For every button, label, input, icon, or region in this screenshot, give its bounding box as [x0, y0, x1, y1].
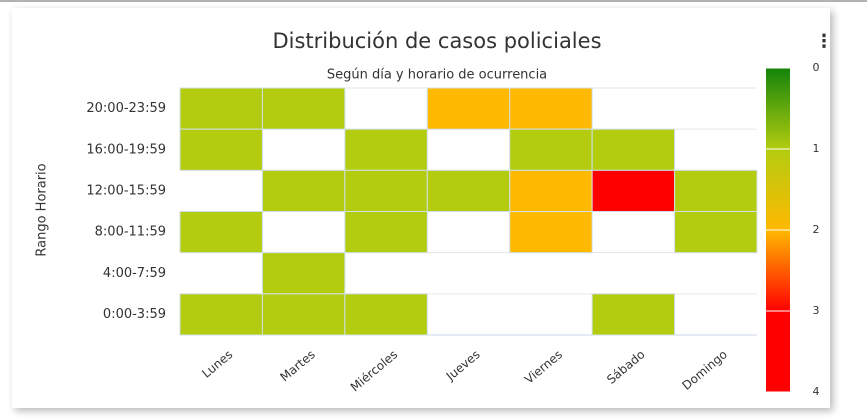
chart-subtitle: Según día y horario de ocurrencia [327, 68, 547, 83]
heat-cell [591, 169, 676, 212]
heat-cell [426, 87, 511, 130]
heat-cell [261, 169, 346, 212]
heat-cell [344, 293, 428, 336]
y-tick-label: 4:00-7:59 [103, 266, 166, 281]
legend-tick-label: 3 [813, 304, 820, 317]
heat-cell [509, 211, 593, 254]
heat-cell [344, 169, 428, 212]
menu-icon[interactable]: ⋮ [815, 31, 833, 52]
y-tick-label: 16:00-19:59 [86, 142, 166, 157]
heat-cell [179, 211, 263, 254]
y-tick-label: 8:00-11:59 [95, 225, 166, 240]
heat-cell [179, 128, 263, 171]
y-tick-label: 12:00-15:59 [86, 183, 166, 198]
heat-cell [509, 87, 593, 130]
heat-cell [179, 293, 263, 336]
chart-title: Distribución de casos policiales [272, 29, 601, 53]
heat-cell [426, 169, 511, 212]
heat-cell [261, 293, 346, 336]
y-axis-label: Rango Horario [35, 163, 50, 256]
legend-tick-label: 1 [813, 142, 820, 155]
heat-cell [261, 252, 346, 295]
heat-cell [261, 87, 346, 130]
y-tick-label: 20:00-23:59 [86, 101, 166, 116]
legend-tick-label: 2 [813, 223, 820, 236]
legend-tick-label: 4 [813, 385, 820, 398]
y-tick-label: 0:00-3:59 [103, 307, 166, 322]
heat-cell [591, 293, 676, 336]
heat-cell [344, 128, 428, 171]
heat-cell [509, 169, 593, 212]
heat-cell [179, 87, 263, 130]
heat-cell [674, 211, 758, 254]
heat-cell [509, 128, 593, 171]
legend-tick-label: 0 [813, 61, 820, 74]
heat-cell [344, 211, 428, 254]
heat-cell [674, 169, 758, 212]
heat-cell [591, 128, 676, 171]
